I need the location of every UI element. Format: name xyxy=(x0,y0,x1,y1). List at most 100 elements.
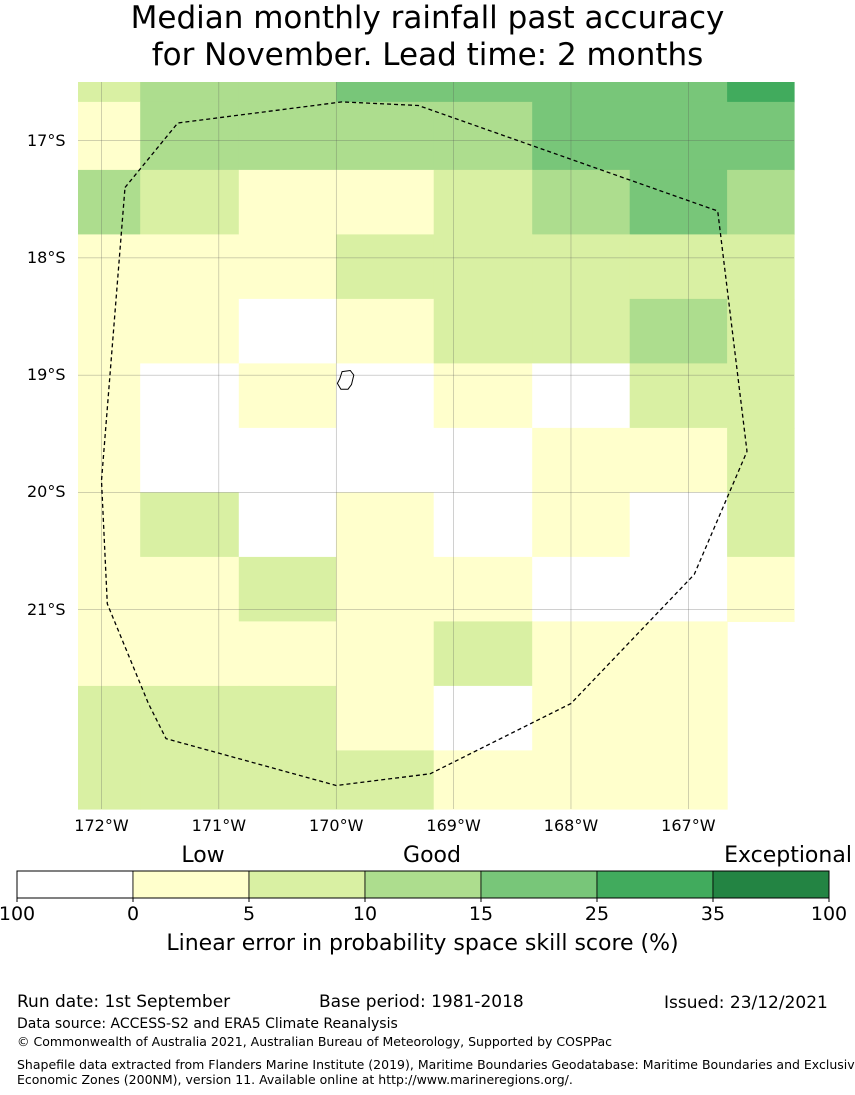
skill-cell xyxy=(532,298,631,364)
skill-cell xyxy=(140,492,240,558)
skill-cell xyxy=(532,556,631,622)
skill-cell xyxy=(238,298,337,364)
skill-cell xyxy=(629,492,728,558)
skill-cell xyxy=(433,427,533,493)
skill-cell xyxy=(336,621,435,687)
skill-cell xyxy=(78,556,141,622)
skill-cell xyxy=(532,363,631,429)
colorbar-tick-label: 100 xyxy=(810,903,848,925)
skill-cell xyxy=(336,234,435,300)
skill-cell xyxy=(336,556,435,622)
skill-category-label: Low xyxy=(181,843,225,868)
issued-date: Issued: 23/12/2021 xyxy=(664,993,828,1013)
colorbar-segment xyxy=(364,870,482,899)
skill-cell xyxy=(433,82,533,103)
skill-cell xyxy=(238,363,337,429)
colorbar-tick-label: 100 xyxy=(0,903,36,925)
skill-cell xyxy=(78,685,141,751)
colorbar-tick-label: 10 xyxy=(352,903,378,925)
skill-cell xyxy=(727,363,795,429)
skill-cell xyxy=(238,621,337,687)
map-title-line2: for November. Lead time: 2 months xyxy=(151,37,704,73)
skill-cell xyxy=(78,298,141,364)
skill-cell xyxy=(238,82,337,103)
skill-cell xyxy=(433,556,533,622)
base-period: Base period: 1981-2018 xyxy=(319,992,524,1012)
skill-cell xyxy=(433,298,533,364)
skill-cell xyxy=(336,101,435,171)
colorbar-tick-label: 25 xyxy=(584,903,610,925)
skill-cell xyxy=(140,234,240,300)
colorbar-caption: Linear error in probability space skill … xyxy=(166,931,679,956)
skill-cell xyxy=(78,363,141,429)
longitude-label: 169°W xyxy=(426,816,481,835)
skill-cell xyxy=(532,234,631,300)
skill-cell xyxy=(140,685,240,751)
skill-cell xyxy=(727,556,795,622)
skill-cell xyxy=(433,101,533,171)
skill-cell xyxy=(629,169,728,235)
rainfall-skill-map xyxy=(16,82,830,902)
colorbar-segment xyxy=(480,870,598,899)
longitude-label: 168°W xyxy=(543,816,599,835)
skill-cell xyxy=(238,492,337,558)
colorbar-tick-label: 15 xyxy=(468,903,494,925)
skill-cell xyxy=(140,363,240,429)
skill-cell xyxy=(629,363,728,429)
skill-cell xyxy=(336,298,435,364)
skill-cell xyxy=(336,82,435,103)
shapefile-credit-line1: Shapefile data extracted from Flanders M… xyxy=(17,1057,855,1072)
skill-cell xyxy=(433,685,533,751)
skill-cell xyxy=(336,363,435,429)
colorbar-segment xyxy=(248,870,366,899)
skill-cell xyxy=(78,750,141,810)
copyright: © Commonwealth of Australia 2021, Austra… xyxy=(17,1034,612,1049)
skill-cell xyxy=(140,82,240,103)
skill-cell xyxy=(336,492,435,558)
skill-cell xyxy=(629,82,728,103)
skill-cell xyxy=(140,169,240,235)
skill-cell xyxy=(238,169,337,235)
colorbar-frame xyxy=(16,870,830,899)
colorbar-tick-label: 5 xyxy=(242,903,256,925)
latitude-label: 17°S xyxy=(27,130,66,150)
skill-cell xyxy=(532,750,631,810)
skill-cell xyxy=(629,298,728,364)
colorbar-tick-label: 0 xyxy=(126,903,140,925)
skill-cell xyxy=(532,685,631,751)
skill-cell xyxy=(336,169,435,235)
skill-cell xyxy=(433,492,533,558)
skill-cell xyxy=(336,427,435,493)
skill-cell xyxy=(78,82,141,103)
skill-cell xyxy=(433,363,533,429)
map-title: Median monthly rainfall past accuracy fo… xyxy=(0,0,855,74)
data-source: Data source: ACCESS-S2 and ERA5 Climate … xyxy=(17,1016,398,1032)
longitude-label: 170°W xyxy=(309,816,364,835)
skill-cell xyxy=(532,427,631,493)
skill-cell xyxy=(727,82,795,103)
latitude-label: 18°S xyxy=(27,247,66,267)
skill-cell xyxy=(140,427,240,493)
skill-cell xyxy=(78,101,141,171)
skill-cell xyxy=(727,101,795,171)
skill-cell xyxy=(238,101,337,171)
skill-cell xyxy=(727,234,795,300)
latitude-label: 20°S xyxy=(27,482,66,502)
map-title-line1: Median monthly rainfall past accuracy xyxy=(130,0,725,36)
skill-cell xyxy=(433,750,533,810)
eez-boundary xyxy=(100,101,748,787)
skill-cell xyxy=(140,298,240,364)
skill-cell xyxy=(140,556,240,622)
skill-cell xyxy=(433,169,533,235)
skill-cell xyxy=(336,685,435,751)
longitude-label: 172°W xyxy=(74,816,129,835)
skill-cell xyxy=(140,621,240,687)
skill-cell xyxy=(238,427,337,493)
island-outline xyxy=(336,369,355,390)
skill-cell xyxy=(629,685,728,751)
skill-cell xyxy=(433,621,533,687)
shapefile-credit-line2: Economic Zones (200NM), version 11. Avai… xyxy=(17,1072,573,1087)
colorbar-segment xyxy=(712,870,830,899)
skill-cell xyxy=(140,101,240,171)
skill-cell xyxy=(532,101,631,171)
